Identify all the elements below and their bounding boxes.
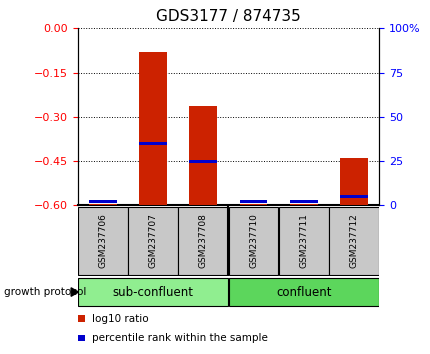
Bar <box>77 278 227 306</box>
Bar <box>239 204 267 205</box>
Text: GSM237707: GSM237707 <box>148 213 157 268</box>
Bar <box>189 105 217 205</box>
Text: GSM237706: GSM237706 <box>98 213 107 268</box>
Text: GSM237711: GSM237711 <box>299 213 307 268</box>
Bar <box>289 200 317 203</box>
Text: growth protocol: growth protocol <box>4 287 86 297</box>
Bar <box>78 207 127 275</box>
Bar <box>340 158 367 205</box>
Bar <box>228 207 278 275</box>
Polygon shape <box>71 288 78 296</box>
Title: GDS3177 / 874735: GDS3177 / 874735 <box>156 9 300 24</box>
Bar <box>329 207 378 275</box>
Bar <box>89 200 116 203</box>
Text: confluent: confluent <box>276 286 331 298</box>
Bar <box>239 200 267 203</box>
Bar <box>128 207 178 275</box>
Text: sub-confluent: sub-confluent <box>112 286 193 298</box>
Bar <box>189 160 217 162</box>
Text: percentile rank within the sample: percentile rank within the sample <box>92 333 267 343</box>
Bar <box>289 204 317 205</box>
Bar <box>89 204 116 205</box>
Bar <box>340 195 367 198</box>
Bar <box>278 207 328 275</box>
Bar <box>139 52 166 205</box>
Text: log10 ratio: log10 ratio <box>92 314 148 324</box>
Bar <box>178 207 227 275</box>
Text: GSM237712: GSM237712 <box>349 213 358 268</box>
Text: GSM237710: GSM237710 <box>249 213 258 268</box>
Text: GSM237708: GSM237708 <box>198 213 207 268</box>
Bar <box>228 278 378 306</box>
Bar <box>139 142 166 145</box>
